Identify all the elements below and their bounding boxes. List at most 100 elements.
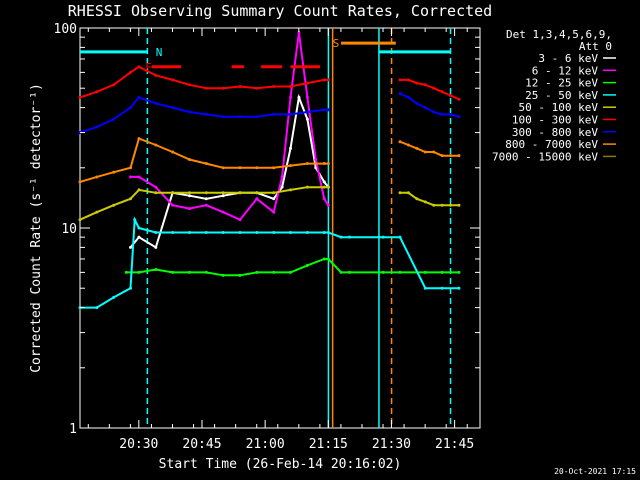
series-point [255, 191, 259, 195]
series-point [449, 203, 453, 207]
series-point [112, 117, 116, 121]
series-point [272, 210, 276, 214]
series-point [423, 286, 427, 290]
series-point [305, 162, 309, 166]
series-point [154, 191, 158, 195]
series-point [137, 270, 141, 274]
series-point [415, 146, 419, 150]
series-point [78, 218, 82, 222]
y-tick-label: 10 [61, 222, 77, 237]
series-point [238, 230, 242, 234]
legend-entry: 100 - 300 keV [512, 114, 598, 127]
series-point [280, 185, 284, 189]
series-point [423, 200, 427, 204]
series-point [398, 270, 402, 274]
legend-entry: 3 - 6 keV [538, 52, 598, 65]
series-point [457, 154, 461, 158]
legend-entry: 7000 - 15000 keV [492, 150, 598, 163]
series-point [154, 245, 158, 249]
x-tick-label: 21:00 [246, 437, 285, 452]
series-point [112, 170, 116, 174]
series-point [322, 180, 326, 184]
series-point [381, 270, 385, 274]
legend-entry: 300 - 800 keV [512, 126, 598, 139]
series-point [415, 197, 419, 201]
series-point [154, 268, 158, 272]
series-point [449, 154, 453, 158]
series-point [255, 86, 259, 90]
series-point [415, 81, 419, 85]
series-point [204, 230, 208, 234]
series-point [171, 150, 175, 154]
series-point [221, 191, 225, 195]
series-point [129, 70, 133, 74]
series-point [137, 95, 141, 99]
x-tick-label: 21:15 [309, 437, 348, 452]
series-point [171, 78, 175, 82]
series-point [305, 185, 309, 189]
series-point [457, 286, 461, 290]
series-point [171, 106, 175, 110]
series-point [322, 78, 326, 82]
marker-lines [146, 28, 452, 428]
series-point [406, 143, 410, 147]
series-point [154, 143, 158, 147]
series-point [322, 197, 326, 201]
series-point [322, 230, 326, 234]
series-point [154, 185, 158, 189]
series-point [326, 203, 330, 207]
series-point [133, 218, 137, 222]
series-point [221, 166, 225, 170]
series-point [432, 203, 436, 207]
series-point [457, 270, 461, 274]
x-axis-ticks: 20:30 20:45 21:00 21:15 21:30 21:45 [87, 28, 474, 452]
series-point [377, 235, 381, 239]
legend-entry: 6 - 12 keV [532, 64, 599, 77]
series-point [423, 150, 427, 154]
series-point [305, 263, 309, 267]
series-line [126, 258, 459, 277]
series-point [129, 166, 133, 170]
series-point [326, 108, 330, 112]
series-point [305, 110, 309, 114]
series-point [238, 84, 242, 88]
series-point [95, 125, 99, 129]
series-point [272, 112, 276, 116]
series-point [137, 175, 141, 179]
series-point [326, 230, 330, 234]
series-point [423, 83, 427, 87]
legend-entry: 12 - 25 keV [525, 77, 598, 90]
series-point [398, 235, 402, 239]
series-point [255, 197, 259, 201]
series-point [187, 110, 191, 114]
series-point [171, 230, 175, 234]
series-point [440, 286, 444, 290]
series-point [339, 270, 343, 274]
legend-header: Att 0 [579, 40, 612, 53]
series-point [221, 210, 225, 214]
series-point [440, 270, 444, 274]
series-point [137, 235, 141, 239]
series-point [432, 86, 436, 90]
series-point [255, 115, 259, 119]
series-point [406, 191, 410, 195]
state-label: F [145, 61, 152, 74]
series-point [238, 191, 242, 195]
series-point [415, 101, 419, 105]
series-point [440, 90, 444, 94]
series-point [238, 273, 242, 277]
series-point [326, 257, 330, 261]
state-label: S [333, 37, 340, 50]
series-point [221, 194, 225, 198]
series-point [280, 175, 284, 179]
series-point [187, 158, 191, 162]
series-point [322, 185, 326, 189]
x-tick-label: 21:30 [372, 437, 411, 452]
series-point [326, 162, 330, 166]
series-point [326, 185, 330, 189]
series-point [432, 110, 436, 114]
series-point [347, 270, 351, 274]
series-point [204, 197, 208, 201]
series-point [289, 270, 293, 274]
